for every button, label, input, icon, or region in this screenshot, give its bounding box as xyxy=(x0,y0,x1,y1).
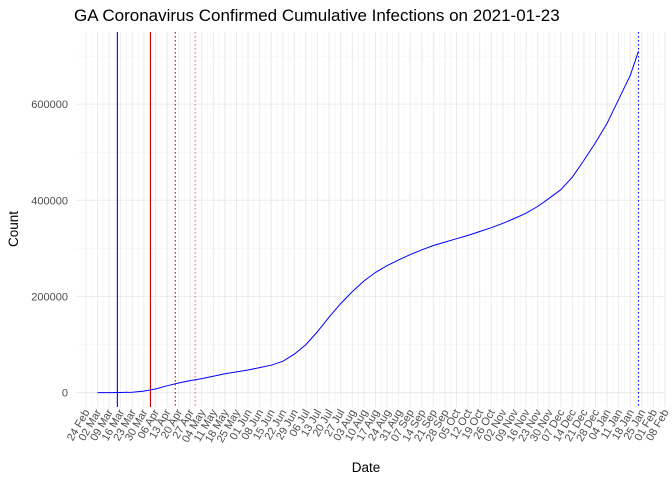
y-axis-label: Count xyxy=(6,211,21,247)
y-tick-label: 200000 xyxy=(31,291,68,303)
y-axis-ticks: 0 200000 400000 600000 xyxy=(31,99,68,399)
cumulative-infections-line xyxy=(97,51,639,394)
chart-title: GA Coronavirus Confirmed Cumulative Infe… xyxy=(74,6,560,25)
x-axis-label: Date xyxy=(352,460,381,475)
minor-gridlines xyxy=(76,32,665,407)
reference-lines xyxy=(116,32,640,407)
major-gridlines xyxy=(76,32,666,407)
y-tick-label: 400000 xyxy=(31,195,68,207)
y-tick-label: 0 xyxy=(62,388,68,400)
y-tick-label: 600000 xyxy=(31,99,68,111)
